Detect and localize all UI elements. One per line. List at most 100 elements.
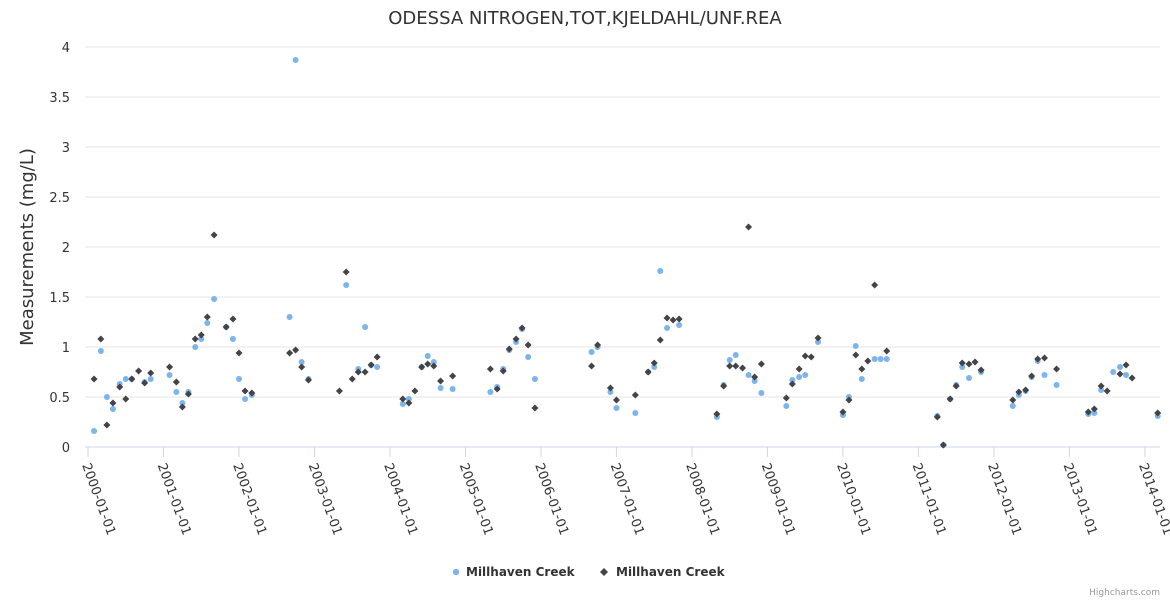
- data-point-series-2[interactable]: [512, 335, 520, 343]
- data-point-series-2[interactable]: [807, 353, 815, 361]
- data-point-series-1[interactable]: [745, 372, 752, 378]
- data-point-series-2[interactable]: [871, 281, 879, 289]
- data-point-series-2[interactable]: [1122, 361, 1130, 369]
- data-point-series-2[interactable]: [1053, 365, 1061, 373]
- data-point-series-2[interactable]: [845, 396, 853, 404]
- data-point-series-1[interactable]: [166, 372, 173, 378]
- data-point-series-2[interactable]: [147, 369, 155, 377]
- data-point-series-2[interactable]: [335, 387, 343, 395]
- data-point-series-2[interactable]: [650, 359, 658, 367]
- data-point-series-1[interactable]: [632, 410, 639, 416]
- data-point-series-1[interactable]: [858, 376, 865, 382]
- data-point-series-2[interactable]: [241, 387, 249, 395]
- data-point-series-2[interactable]: [965, 360, 973, 368]
- data-point-series-1[interactable]: [204, 320, 211, 326]
- data-point-series-2[interactable]: [116, 383, 124, 391]
- data-point-series-2[interactable]: [656, 336, 664, 344]
- data-point-series-2[interactable]: [795, 365, 803, 373]
- data-point-series-1[interactable]: [179, 400, 186, 406]
- data-point-series-2[interactable]: [203, 313, 211, 321]
- data-point-series-2[interactable]: [1084, 408, 1092, 416]
- data-point-series-2[interactable]: [946, 395, 954, 403]
- data-point-series-2[interactable]: [298, 363, 306, 371]
- data-point-series-1[interactable]: [229, 336, 236, 342]
- data-point-series-1[interactable]: [852, 343, 859, 349]
- data-point-series-2[interactable]: [292, 346, 300, 354]
- data-point-series-1[interactable]: [192, 344, 199, 350]
- data-point-series-2[interactable]: [1103, 387, 1111, 395]
- data-point-series-1[interactable]: [531, 376, 538, 382]
- data-point-series-1[interactable]: [298, 359, 305, 365]
- data-point-series-1[interactable]: [1123, 372, 1130, 378]
- data-point-series-2[interactable]: [977, 366, 985, 374]
- data-point-series-2[interactable]: [135, 367, 143, 375]
- data-point-series-1[interactable]: [1041, 372, 1048, 378]
- data-point-series-2[interactable]: [373, 353, 381, 361]
- data-point-series-1[interactable]: [173, 389, 180, 395]
- data-point-series-1[interactable]: [147, 376, 154, 382]
- data-point-series-2[interactable]: [166, 363, 174, 371]
- data-point-series-2[interactable]: [883, 347, 891, 355]
- data-point-series-1[interactable]: [751, 378, 758, 384]
- data-point-series-2[interactable]: [864, 357, 872, 365]
- data-point-series-1[interactable]: [1110, 369, 1117, 375]
- data-point-series-1[interactable]: [783, 403, 790, 409]
- data-point-series-2[interactable]: [814, 334, 822, 342]
- data-point-series-2[interactable]: [399, 395, 407, 403]
- data-point-series-1[interactable]: [796, 374, 803, 380]
- data-point-series-1[interactable]: [242, 396, 249, 402]
- data-point-series-2[interactable]: [493, 385, 501, 393]
- data-point-series-2[interactable]: [505, 345, 513, 353]
- data-point-series-1[interactable]: [664, 325, 671, 331]
- data-point-series-2[interactable]: [939, 441, 947, 449]
- data-point-series-2[interactable]: [739, 364, 747, 372]
- data-point-series-2[interactable]: [713, 410, 721, 418]
- data-point-series-2[interactable]: [90, 375, 98, 383]
- data-point-series-2[interactable]: [1034, 355, 1042, 363]
- data-point-series-2[interactable]: [499, 367, 507, 375]
- data-point-series-2[interactable]: [1022, 386, 1030, 394]
- data-point-series-2[interactable]: [732, 362, 740, 370]
- data-point-series-2[interactable]: [184, 390, 192, 398]
- data-point-series-2[interactable]: [958, 359, 966, 367]
- data-point-series-2[interactable]: [757, 360, 765, 368]
- data-point-series-1[interactable]: [97, 348, 104, 354]
- data-point-series-2[interactable]: [612, 396, 620, 404]
- data-point-series-1[interactable]: [405, 396, 412, 402]
- data-point-series-2[interactable]: [1040, 354, 1048, 362]
- legend-item-series-1[interactable]: Millhaven Creek: [452, 565, 576, 579]
- data-point-series-1[interactable]: [726, 357, 733, 363]
- data-point-series-2[interactable]: [606, 384, 614, 392]
- data-point-series-1[interactable]: [1009, 403, 1016, 409]
- data-point-series-1[interactable]: [1116, 364, 1123, 370]
- data-point-series-2[interactable]: [524, 341, 532, 349]
- data-point-series-2[interactable]: [631, 391, 639, 399]
- data-point-series-1[interactable]: [449, 386, 456, 392]
- data-point-series-2[interactable]: [172, 378, 180, 386]
- data-point-series-2[interactable]: [594, 341, 602, 349]
- data-point-series-2[interactable]: [354, 368, 362, 376]
- data-point-series-2[interactable]: [348, 375, 356, 383]
- data-point-series-2[interactable]: [248, 389, 256, 397]
- data-point-series-1[interactable]: [343, 282, 350, 288]
- data-point-series-1[interactable]: [292, 57, 299, 63]
- data-point-series-2[interactable]: [304, 376, 312, 384]
- data-point-series-2[interactable]: [588, 362, 596, 370]
- data-point-series-2[interactable]: [122, 395, 130, 403]
- data-point-series-2[interactable]: [801, 352, 809, 360]
- data-point-series-1[interactable]: [613, 405, 620, 411]
- data-point-series-1[interactable]: [607, 389, 614, 395]
- data-point-series-2[interactable]: [128, 375, 136, 383]
- data-point-series-1[interactable]: [588, 349, 595, 355]
- data-point-series-1[interactable]: [758, 390, 765, 396]
- data-point-series-2[interactable]: [669, 316, 677, 324]
- data-point-series-2[interactable]: [1090, 405, 1098, 413]
- data-point-series-1[interactable]: [122, 376, 129, 382]
- data-point-series-1[interactable]: [487, 389, 494, 395]
- data-point-series-1[interactable]: [525, 354, 532, 360]
- data-point-series-2[interactable]: [720, 382, 728, 390]
- data-point-series-2[interactable]: [418, 363, 426, 371]
- data-point-series-2[interactable]: [751, 373, 759, 381]
- data-point-series-2[interactable]: [229, 315, 237, 323]
- data-point-series-2[interactable]: [858, 365, 866, 373]
